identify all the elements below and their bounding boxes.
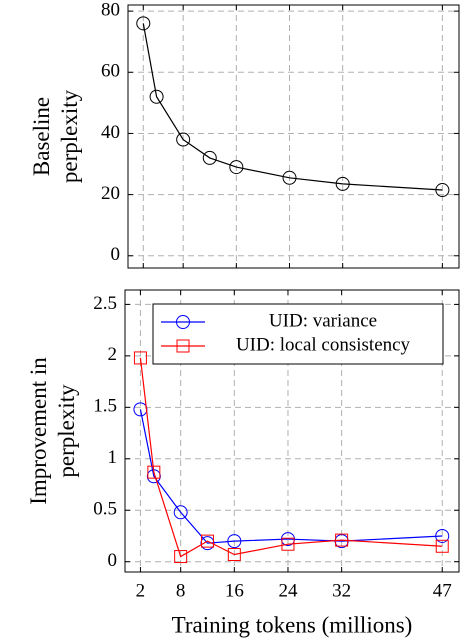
legend-box (152, 303, 444, 365)
y-axis-label: Baseline perplexity (29, 89, 82, 183)
x-tick-label: 2 (136, 580, 146, 601)
series-line (142, 23, 443, 191)
marker (200, 534, 214, 548)
y-tick-label: 2.5 (93, 293, 117, 314)
plot-frame (127, 4, 460, 269)
y-tick-label: 60 (101, 61, 120, 82)
marker (173, 505, 188, 520)
marker (136, 16, 151, 31)
x-tick-label: 8 (176, 580, 186, 601)
legend-marker (176, 339, 190, 353)
marker (335, 176, 350, 191)
x-tick-label: 16 (225, 580, 244, 601)
y-tick-label: 80 (101, 0, 120, 20)
marker (133, 351, 147, 365)
y-axis-label-line: perplexity (57, 89, 82, 183)
y-tick-label: 20 (101, 183, 120, 204)
y-tick-label: 1.5 (93, 396, 117, 417)
plot-frame (124, 289, 460, 573)
series-line (139, 357, 443, 558)
marker (147, 465, 161, 479)
x-axis-label: Training tokens (millions) (172, 612, 413, 637)
y-tick-label: 40 (101, 122, 120, 143)
marker (281, 537, 295, 551)
y-tick-label: 0.5 (93, 499, 117, 520)
x-tick-label: 32 (332, 580, 351, 601)
marker (435, 183, 450, 198)
legend-label: UID: variance (269, 310, 377, 331)
y-axis-label-line: perplexity (54, 384, 79, 478)
marker (174, 550, 188, 564)
y-tick-label: 0 (108, 550, 118, 571)
marker (229, 160, 244, 175)
y-tick-label: 0 (111, 244, 121, 265)
legend-label: UID: local consistency (236, 334, 411, 355)
marker (335, 533, 349, 547)
y-tick-label: 2 (108, 344, 118, 365)
x-tick-label: 47 (433, 580, 452, 601)
marker (227, 534, 242, 549)
marker (202, 150, 217, 165)
marker (435, 539, 449, 553)
marker (435, 528, 450, 543)
y-axis-label: Improvement in perplexity (26, 357, 79, 505)
marker (176, 132, 191, 147)
y-tick-label: 1 (108, 447, 118, 468)
y-axis-label-line: Baseline (29, 97, 54, 176)
marker (227, 548, 241, 562)
marker (282, 170, 297, 185)
marker (149, 89, 164, 104)
y-axis-label-line: Improvement in (26, 357, 51, 505)
legend-marker (176, 315, 190, 329)
x-tick-label: 24 (278, 580, 298, 601)
series-line (139, 409, 443, 544)
